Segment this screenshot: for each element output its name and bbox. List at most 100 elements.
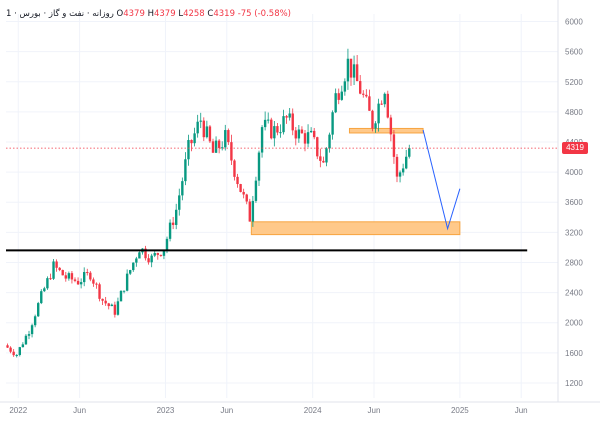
candle-body bbox=[89, 272, 92, 280]
y-tick-label: 5600 bbox=[565, 48, 583, 57]
candle-body bbox=[346, 58, 350, 82]
resistance-zone bbox=[348, 127, 424, 134]
candle-body bbox=[190, 140, 193, 144]
candle-body bbox=[101, 298, 104, 301]
candle-body bbox=[395, 156, 399, 177]
x-tick-label: 2023 bbox=[157, 406, 175, 415]
candle-body bbox=[9, 347, 12, 352]
candle-body bbox=[175, 209, 178, 225]
candle-body bbox=[61, 270, 64, 276]
candle-body bbox=[95, 283, 98, 285]
high-label: H bbox=[147, 9, 154, 19]
candle-body bbox=[263, 119, 267, 128]
candle-body bbox=[24, 335, 28, 345]
candle-body bbox=[392, 134, 396, 157]
projection-line bbox=[422, 129, 461, 231]
candle-body bbox=[70, 273, 74, 280]
low-value: 4258 bbox=[183, 9, 205, 19]
candle-body bbox=[187, 140, 190, 160]
candle-body bbox=[334, 93, 337, 113]
candle-body bbox=[288, 113, 291, 118]
candle-body bbox=[251, 200, 255, 222]
y-tick-label: 1600 bbox=[565, 349, 583, 358]
candle-body bbox=[208, 126, 212, 142]
last-price-tag: 4319 bbox=[562, 142, 588, 155]
candle-body bbox=[156, 253, 159, 255]
candle-body bbox=[276, 126, 279, 133]
y-tick-label: 2800 bbox=[565, 258, 583, 267]
support-zone bbox=[250, 221, 461, 236]
candle-body bbox=[319, 156, 322, 161]
candle-body bbox=[58, 267, 61, 271]
candle-body bbox=[217, 140, 221, 148]
candle-body bbox=[138, 252, 141, 259]
candle-body bbox=[248, 201, 251, 222]
candle-body bbox=[267, 119, 270, 121]
candle-body bbox=[260, 127, 264, 153]
close-label: C bbox=[207, 9, 214, 19]
candle-body bbox=[40, 291, 43, 304]
y-tick-label: 3200 bbox=[565, 228, 583, 237]
candle-body bbox=[242, 191, 245, 195]
candle-body bbox=[224, 130, 227, 148]
candle-body bbox=[98, 284, 101, 299]
candle-body bbox=[125, 273, 129, 291]
candle-body bbox=[331, 112, 334, 135]
y-tick-label: 2000 bbox=[565, 319, 583, 328]
change-value: -75 (-0.58%) bbox=[237, 9, 291, 19]
candle-body bbox=[313, 130, 316, 138]
candle-body bbox=[150, 255, 153, 263]
candle-body bbox=[165, 238, 169, 251]
low-label: L bbox=[178, 9, 184, 19]
y-tick-label: 4800 bbox=[565, 108, 583, 117]
open-value: 4379 bbox=[123, 9, 145, 19]
candle-body bbox=[15, 354, 18, 356]
candle-body bbox=[122, 290, 126, 292]
candle-body bbox=[18, 347, 21, 355]
candle-body bbox=[104, 300, 107, 304]
zones bbox=[250, 127, 461, 236]
candle-body bbox=[386, 93, 389, 118]
candle-body bbox=[245, 194, 248, 202]
drawings bbox=[6, 129, 558, 252]
candle-body bbox=[233, 160, 236, 177]
candle-body bbox=[86, 272, 89, 274]
candle-body bbox=[328, 134, 331, 149]
candle-body bbox=[67, 273, 71, 279]
candle-body bbox=[184, 159, 187, 182]
candle-body bbox=[273, 126, 276, 139]
candle-body bbox=[279, 132, 282, 134]
candle-body bbox=[359, 81, 362, 94]
x-tick-label: 2022 bbox=[9, 406, 27, 415]
symbol-legend: 1 · ﺭﻭﺯﺍﻧﻪ · ﻧﻔﺖ ﻭ ﮔﺎﺯ · ﺑﻮﺭﺱ O4379 H437… bbox=[6, 9, 291, 19]
candle-body bbox=[6, 345, 9, 348]
candle-body bbox=[316, 137, 319, 157]
candle-body bbox=[306, 132, 310, 144]
candle-body bbox=[365, 94, 368, 97]
candle-body bbox=[408, 148, 411, 157]
candle-body bbox=[340, 91, 343, 100]
candles bbox=[6, 48, 411, 358]
candle-body bbox=[144, 248, 147, 259]
candle-body bbox=[202, 120, 205, 138]
candle-body bbox=[343, 81, 347, 92]
candle-body bbox=[33, 316, 37, 326]
candle-body bbox=[178, 195, 181, 210]
candle-body bbox=[110, 304, 113, 307]
candle-body bbox=[92, 279, 95, 284]
candle-body bbox=[147, 258, 150, 263]
candle-body bbox=[214, 140, 218, 153]
candle-body bbox=[294, 130, 297, 139]
high-value: 4379 bbox=[153, 9, 176, 19]
candle-body bbox=[380, 103, 383, 105]
candle-body bbox=[221, 147, 224, 149]
candle-body bbox=[285, 116, 288, 118]
candle-body bbox=[76, 280, 80, 285]
x-tick-label: 2024 bbox=[304, 406, 322, 415]
candle-body bbox=[303, 133, 307, 144]
candle-body bbox=[27, 334, 31, 336]
candle-body bbox=[168, 222, 172, 239]
candle-body bbox=[205, 126, 209, 138]
